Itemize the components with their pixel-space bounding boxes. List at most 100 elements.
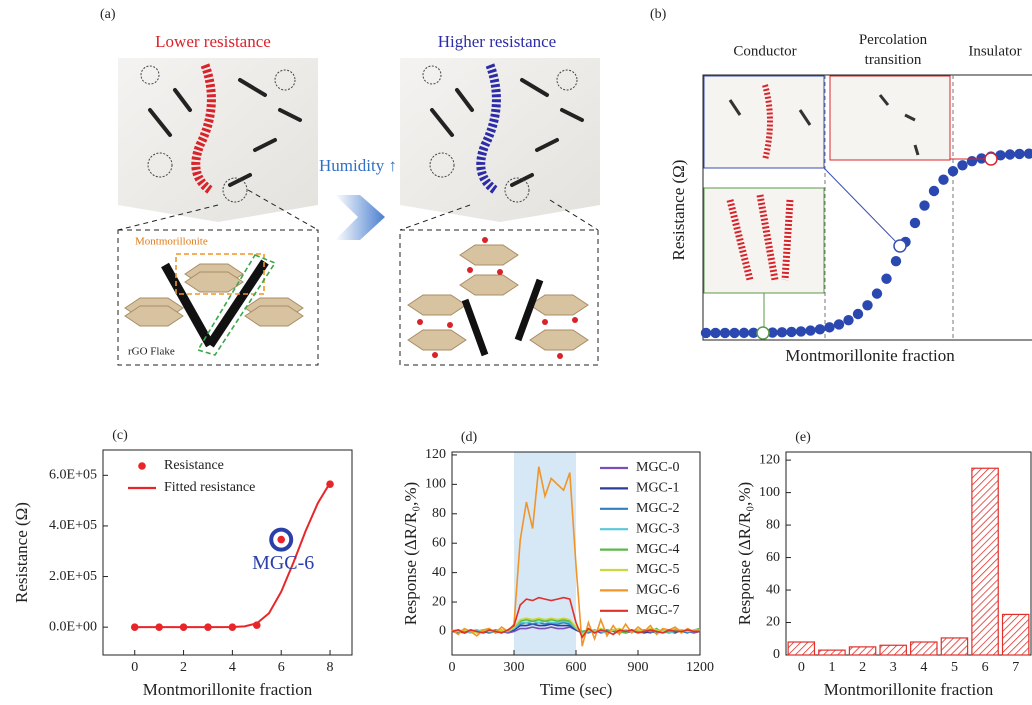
- schematic-dot: [729, 328, 739, 338]
- data-point: [277, 536, 285, 544]
- y-tick-label: 120: [759, 452, 780, 467]
- y-tick-label: 0: [773, 647, 780, 662]
- y-tick-label: 2.0E+05: [49, 569, 97, 584]
- schematic-dot: [834, 319, 844, 329]
- schematic-dot: [919, 200, 929, 210]
- schematic-dot: [1014, 149, 1024, 159]
- y-tick-label: 4.0E+05: [49, 518, 97, 533]
- y-tick-label: 60: [432, 535, 446, 550]
- y-tick-label: 40: [766, 582, 780, 597]
- legend-label: MGC-0: [636, 460, 680, 475]
- schematic-dot: [805, 325, 815, 335]
- bar: [941, 638, 967, 655]
- bar: [849, 647, 875, 655]
- y-tick-label: 100: [425, 477, 446, 492]
- schematic-dot: [710, 328, 720, 338]
- schematic-dot: [881, 274, 891, 284]
- schematic-dot: [853, 309, 863, 319]
- schematic-dot: [929, 186, 939, 196]
- x-tick-label: 6: [982, 660, 989, 675]
- x-tick-label: 4: [229, 660, 236, 675]
- legend-label: MGC-7: [636, 603, 680, 618]
- y-axis-label: Response (ΔR/R₀,%): [735, 482, 754, 625]
- legend-label: MGC-1: [636, 481, 680, 496]
- detail-right: [408, 237, 588, 359]
- panel-label: (c): [112, 428, 128, 443]
- y-tick-label: 120: [425, 447, 446, 462]
- figure: (a) Lower resistance Higher resistance H…: [0, 0, 1032, 705]
- x-axis-label: Montmorillonite fraction: [785, 346, 955, 365]
- panel-label: (d): [461, 430, 478, 445]
- region-label: Percolation transition: [838, 30, 948, 70]
- schematic-dot: [786, 327, 796, 337]
- bar: [788, 642, 814, 655]
- x-tick-label: 8: [327, 660, 334, 675]
- arrow: [335, 195, 385, 240]
- bar: [911, 642, 937, 655]
- y-axis-label: Resistance (Ω): [12, 502, 31, 603]
- legend-label: MGC-2: [636, 501, 680, 516]
- y-tick-label: 6.0E+05: [49, 468, 97, 483]
- x-tick-label: 0: [131, 660, 138, 675]
- legend-label: MGC-5: [636, 562, 680, 577]
- figure-canvas: (a) Lower resistance Higher resistance H…: [0, 0, 1032, 705]
- x-tick-label: 4: [920, 660, 927, 675]
- x-tick-label: 600: [566, 660, 587, 675]
- bar: [972, 468, 998, 655]
- schematic-dot: [777, 327, 787, 337]
- y-axis-label: Response (ΔR/R₀,%): [401, 482, 420, 625]
- flake-label: rGO Flake: [128, 346, 175, 358]
- bar: [880, 645, 906, 655]
- y-tick-label: 0: [439, 624, 446, 639]
- x-tick-label: 3: [890, 660, 897, 675]
- x-axis-label: Time (sec): [540, 680, 613, 699]
- mineral-label: Montmorillonite: [135, 236, 208, 248]
- schematic-dot: [796, 326, 806, 336]
- schematic-dot: [967, 156, 977, 166]
- x-tick-label: 1: [828, 660, 835, 675]
- x-tick-label: 0: [449, 660, 456, 675]
- y-tick-label: 0.0E+00: [49, 619, 97, 634]
- y-tick-label: 20: [766, 615, 780, 630]
- schematic-dot: [938, 174, 948, 184]
- x-tick-label: 300: [504, 660, 525, 675]
- y-tick-label: 20: [432, 594, 446, 609]
- y-tick-label: 80: [432, 506, 446, 521]
- legend-swatch: [138, 462, 146, 470]
- region-label: Insulator: [968, 43, 1021, 59]
- legend-label: MGC-4: [636, 542, 680, 557]
- x-axis-label: Montmorillonite fraction: [143, 680, 313, 699]
- x-axis-label: Montmorillonite fraction: [824, 680, 994, 699]
- y-tick-label: 80: [766, 517, 780, 532]
- schematic-dot: [815, 324, 825, 334]
- x-tick-label: 5: [951, 660, 958, 675]
- schematic-dot: [910, 218, 920, 228]
- schematic-dot: [720, 328, 730, 338]
- schematic-dot: [891, 256, 901, 266]
- legend-label: MGC-6: [636, 583, 680, 598]
- bar: [1003, 614, 1029, 655]
- y-axis-label: Resistance (Ω): [669, 160, 688, 261]
- schematic-dot: [739, 328, 749, 338]
- y-tick-label: 60: [766, 550, 780, 565]
- arrow-label: Humidity ↑: [319, 156, 397, 175]
- legend-label: Fitted resistance: [164, 480, 255, 495]
- y-tick-label: 40: [432, 565, 446, 580]
- panel-label: (a): [100, 7, 116, 22]
- schematic-dot: [1005, 149, 1015, 159]
- schematic-dot: [824, 322, 834, 332]
- schematic-dot: [1024, 148, 1032, 158]
- schematic-dot: [843, 315, 853, 325]
- left-title: Lower resistance: [155, 32, 271, 51]
- detail-left: Montmorillonite rGO Flake: [125, 236, 303, 358]
- x-tick-label: 7: [1012, 660, 1019, 675]
- region-label: Conductor: [733, 43, 796, 59]
- legend-label: Resistance: [164, 458, 224, 473]
- x-tick-label: 0: [798, 660, 805, 675]
- x-tick-label: 6: [278, 660, 285, 675]
- y-tick-label: 100: [759, 485, 780, 500]
- x-tick-label: 900: [628, 660, 649, 675]
- bar: [819, 650, 845, 655]
- right-title: Higher resistance: [438, 32, 556, 51]
- schematic-dot: [872, 288, 882, 298]
